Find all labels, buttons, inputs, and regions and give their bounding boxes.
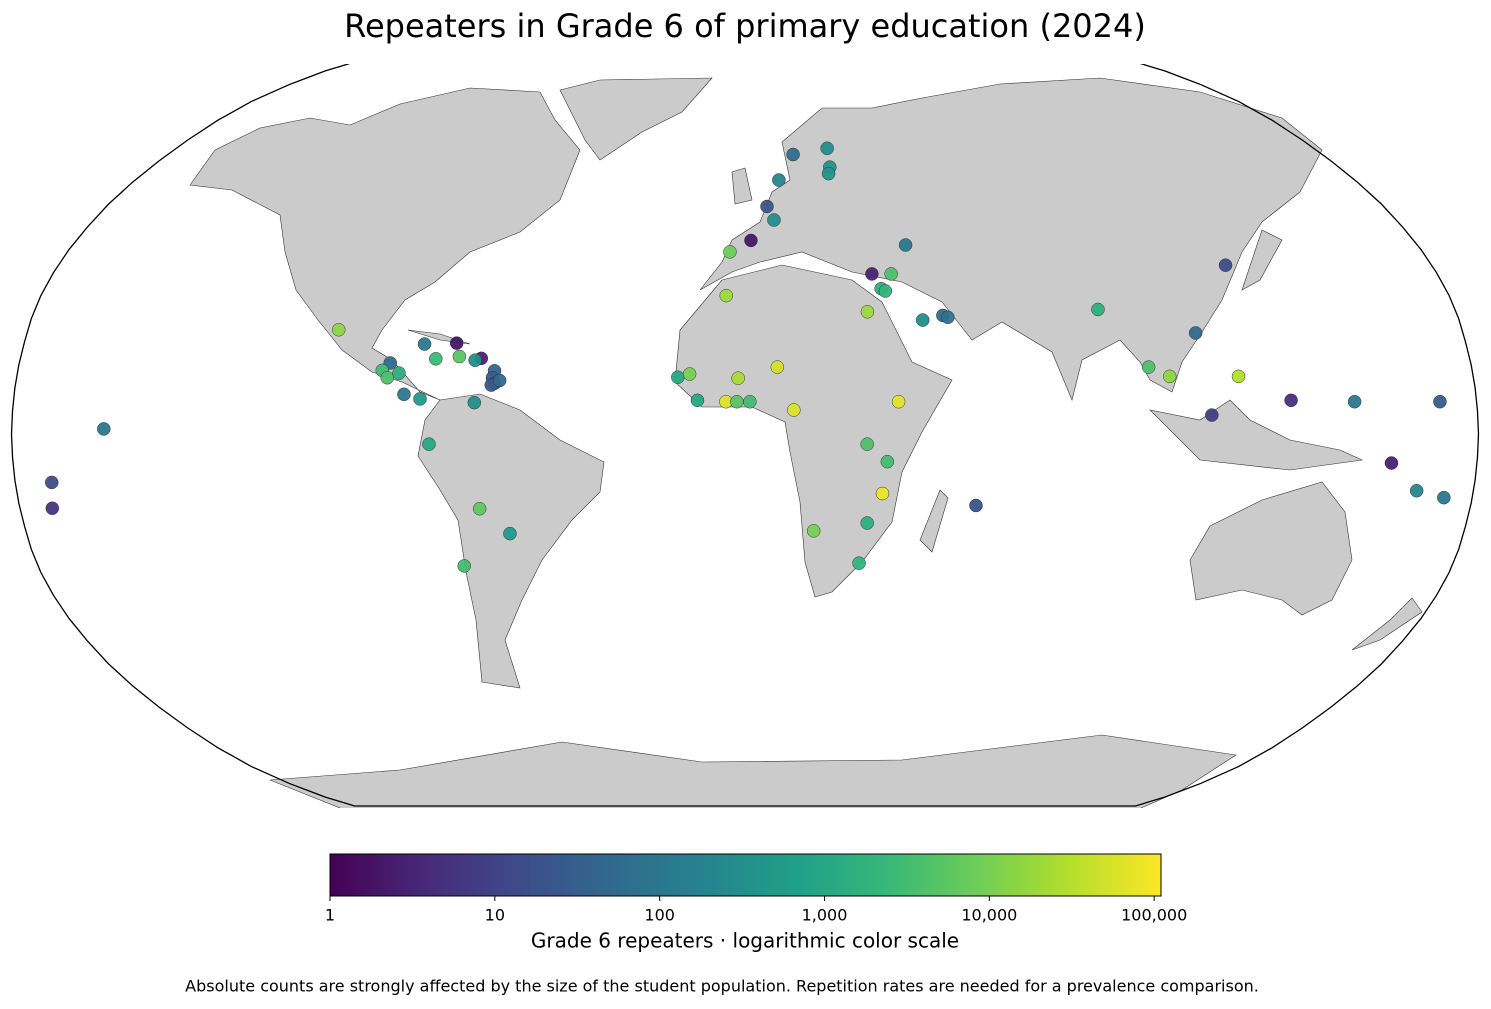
data-point (723, 245, 737, 259)
data-point (452, 349, 467, 364)
data-point (1384, 456, 1399, 470)
eurasia (699, 77, 1323, 401)
japan (1241, 229, 1283, 291)
data-point (884, 267, 898, 281)
data-point (744, 233, 758, 248)
data-point (1218, 258, 1233, 272)
data-point (772, 173, 786, 187)
data-point (690, 393, 705, 408)
antarctica (269, 734, 1237, 808)
data-point (786, 147, 800, 162)
data-point (457, 559, 471, 573)
points (45, 141, 1451, 573)
data-point (472, 501, 487, 516)
data-point (941, 310, 955, 325)
colorbar-tick-label: 100,000 (1121, 906, 1187, 925)
colorbar-ticks: 1 10 100 1,000 10,000 100,000 (325, 896, 1187, 925)
data-point (875, 486, 890, 501)
data-point (898, 238, 913, 252)
data-point (429, 352, 443, 366)
uk (731, 167, 753, 205)
data-point (1231, 369, 1246, 384)
data-point (417, 337, 432, 351)
data-point (380, 370, 395, 385)
data-point (820, 141, 834, 156)
data-point (449, 336, 464, 350)
map (10, 64, 1480, 808)
data-point (1091, 302, 1105, 317)
data-point (492, 373, 507, 388)
data-point (45, 501, 60, 516)
data-point (392, 366, 406, 380)
colorbar-tick-label: 10,000 (961, 906, 1017, 925)
data-point (767, 213, 781, 227)
data-point (1437, 490, 1451, 505)
south-america (417, 393, 605, 689)
colorbar-tick-label: 10 (485, 906, 505, 925)
data-point (770, 360, 785, 374)
data-point (671, 370, 685, 385)
data-point (787, 403, 801, 417)
australia (1189, 481, 1353, 616)
data-point (719, 288, 733, 303)
colorbar-tick-label: 1 (325, 906, 335, 925)
north-america (189, 87, 581, 401)
data-point (45, 475, 59, 490)
data-point (806, 524, 821, 538)
data-point (878, 284, 893, 298)
data-point (760, 199, 774, 214)
data-point (682, 367, 697, 381)
footnote: Absolute counts are strongly affected by… (185, 977, 1259, 996)
land (189, 77, 1423, 808)
data-point (422, 437, 436, 451)
new-zealand (1351, 597, 1423, 651)
colorbar-tick-label: 1,000 (802, 906, 848, 925)
data-point (860, 437, 874, 451)
data-point (331, 323, 346, 337)
madagascar (919, 489, 949, 553)
data-point (821, 166, 836, 181)
data-point (413, 392, 427, 406)
data-point (1433, 394, 1447, 409)
data-point (1284, 393, 1298, 408)
data-point (397, 387, 411, 402)
colorbar-label: Grade 6 repeaters · logarithmic color sc… (531, 929, 959, 953)
colorbar (329, 853, 1162, 897)
greenland (559, 77, 713, 161)
data-point (1188, 326, 1203, 340)
data-point (468, 353, 482, 367)
data-point (467, 395, 482, 410)
data-point (865, 267, 879, 281)
data-point (915, 313, 930, 327)
chart-title: Repeaters in Grade 6 of primary educatio… (344, 7, 1146, 45)
map-outline (10, 64, 1480, 807)
data-point (743, 394, 757, 409)
colorbar-tick-label: 100 (644, 906, 675, 925)
data-point (731, 371, 745, 385)
data-point (1163, 369, 1177, 384)
data-point (969, 498, 983, 513)
data-point (1205, 408, 1219, 422)
data-point (852, 556, 866, 570)
data-point (1141, 360, 1156, 374)
data-point (860, 516, 874, 530)
data-point (880, 454, 895, 469)
data-point (1409, 483, 1424, 498)
data-point (860, 305, 875, 319)
data-point (891, 394, 906, 409)
data-point (730, 394, 744, 409)
data-point (1347, 394, 1362, 409)
data-point (97, 422, 111, 436)
data-point (503, 526, 517, 541)
